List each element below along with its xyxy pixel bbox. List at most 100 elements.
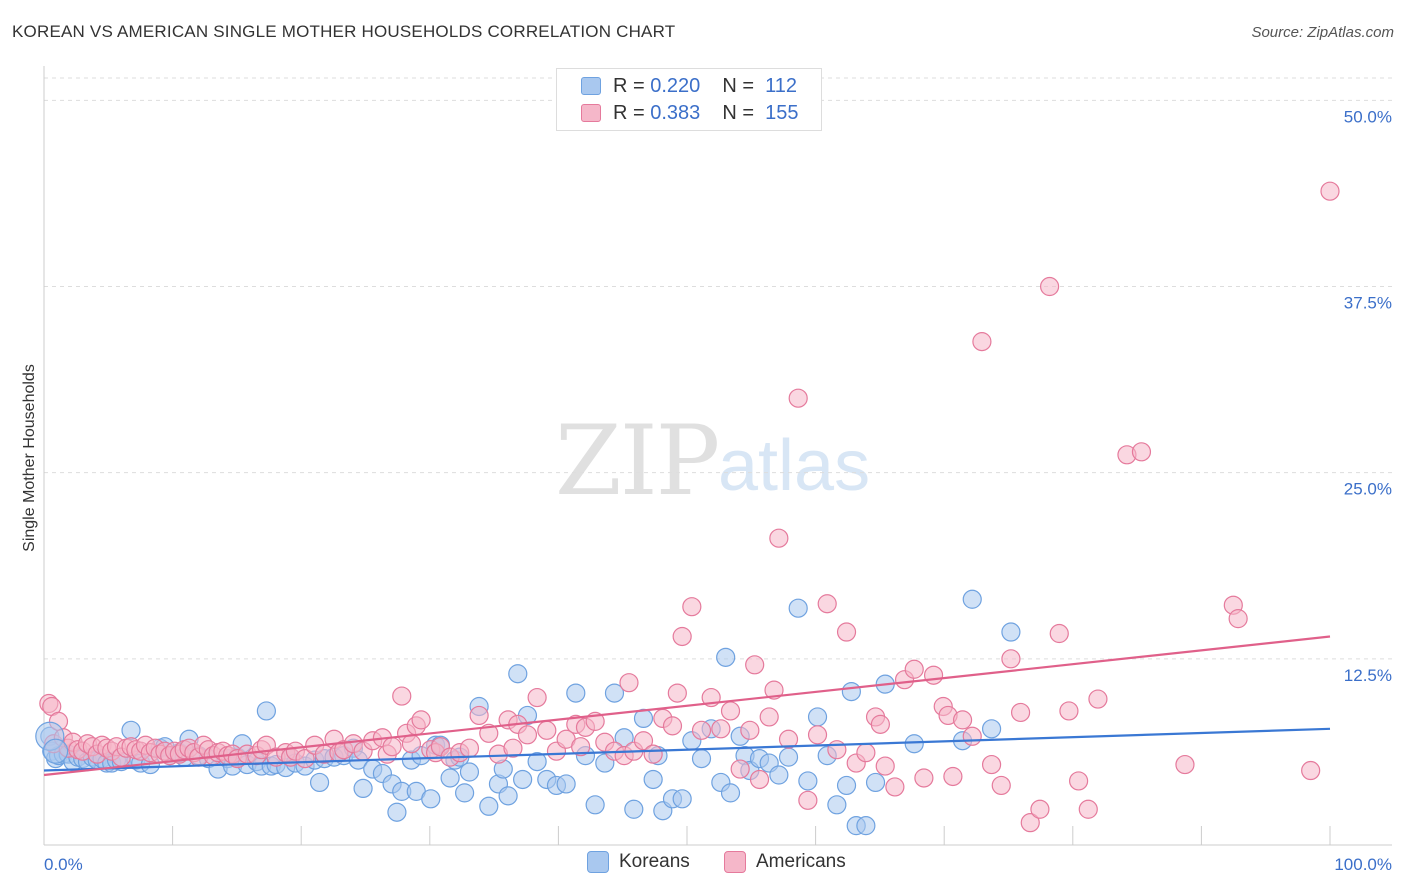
source-credit: Source: ZipAtlas.com xyxy=(1251,24,1394,41)
trendlines-layer xyxy=(43,635,1331,777)
american-point xyxy=(991,775,1011,796)
korean-point xyxy=(440,768,460,788)
american-point xyxy=(972,332,992,352)
american-point xyxy=(1069,771,1089,791)
r-label: R = xyxy=(613,74,645,97)
american-point xyxy=(798,790,818,810)
american-point xyxy=(759,707,779,727)
american-point xyxy=(1039,276,1060,297)
american-point xyxy=(537,720,557,740)
american-point xyxy=(943,766,963,787)
american-point xyxy=(769,528,789,548)
legend-row-americans: R = 0.383 N = 155 xyxy=(581,100,799,126)
american-point xyxy=(619,673,639,693)
legend-item-koreans[interactable]: Koreans xyxy=(587,851,690,873)
korean-point xyxy=(841,681,861,702)
american-point xyxy=(1228,609,1248,629)
american-point xyxy=(392,686,412,706)
american-point xyxy=(836,622,857,642)
korean-point xyxy=(827,795,847,815)
r-value: 0.220 xyxy=(650,74,701,97)
korean-point xyxy=(479,796,499,816)
n-label: N = xyxy=(722,101,754,124)
american-point xyxy=(667,683,687,703)
r-label: R = xyxy=(613,101,645,124)
american-point xyxy=(1301,760,1321,781)
korean-point xyxy=(1001,622,1021,642)
y-tick-label: 12.5% xyxy=(1344,666,1392,685)
korean-point xyxy=(798,771,818,791)
american-point xyxy=(778,729,799,749)
american-point xyxy=(571,737,591,757)
american-point xyxy=(1001,649,1021,669)
american-point xyxy=(1049,623,1069,644)
legend-swatch-koreans xyxy=(581,77,601,95)
chart-title: KOREAN VS AMERICAN SINGLE MOTHER HOUSEHO… xyxy=(12,22,676,41)
korean-point xyxy=(807,707,828,727)
korean-point xyxy=(865,772,886,793)
american-point xyxy=(1020,813,1040,833)
korean-point xyxy=(716,647,736,667)
american-point xyxy=(479,723,499,743)
korean-point xyxy=(672,789,692,809)
watermark-atlas: atlas xyxy=(718,426,871,506)
legend-swatch-americans xyxy=(724,851,746,873)
legend-row-koreans: R = 0.220 N = 112 xyxy=(581,73,797,99)
american-point xyxy=(740,720,760,740)
american-point xyxy=(517,725,538,745)
legend-swatch-americans xyxy=(581,104,601,122)
american-point xyxy=(1131,442,1152,462)
american-point xyxy=(720,701,741,721)
american-point xyxy=(875,756,895,776)
grid-layer xyxy=(44,77,1392,660)
american-point xyxy=(870,714,890,734)
american-point xyxy=(1320,181,1340,201)
y-tick-label: 25.0% xyxy=(1344,480,1392,499)
american-point xyxy=(643,744,663,764)
american-point xyxy=(1088,689,1108,709)
korean-point xyxy=(556,774,576,794)
korean-point xyxy=(387,802,407,822)
korean-point xyxy=(856,816,876,836)
korean-point xyxy=(421,789,441,809)
korean-point xyxy=(513,769,533,790)
american-point xyxy=(885,777,905,797)
n-value: 112 xyxy=(765,74,798,97)
n-value: 155 xyxy=(765,101,799,124)
american-point xyxy=(691,720,712,740)
american-point xyxy=(1059,701,1079,721)
korean-point xyxy=(43,738,69,764)
american-point xyxy=(962,726,982,746)
american-trendline xyxy=(43,635,1331,777)
watermark-zip: ZIP xyxy=(555,405,720,517)
korean-point xyxy=(836,775,857,796)
american-point xyxy=(730,759,750,779)
korean-point xyxy=(121,720,141,740)
american-point xyxy=(904,659,924,679)
korean-point xyxy=(498,786,518,806)
legend-swatch-koreans xyxy=(587,851,609,873)
american-point xyxy=(981,754,1002,775)
x-tick-label: 100.0% xyxy=(1334,855,1392,874)
points-layer xyxy=(35,181,1340,836)
american-point xyxy=(682,597,702,617)
american-point xyxy=(807,725,828,745)
american-point xyxy=(401,734,422,754)
series-legend: Koreans Americans xyxy=(0,851,1406,879)
korean-point xyxy=(691,749,712,769)
american-point xyxy=(827,740,847,760)
american-point xyxy=(1010,702,1031,723)
american-point xyxy=(459,738,480,758)
american-point xyxy=(914,768,934,788)
american-point xyxy=(749,769,770,790)
american-point xyxy=(633,731,654,751)
korean-point xyxy=(981,719,1002,739)
korean-point xyxy=(508,664,528,684)
korean-point xyxy=(527,751,547,772)
korean-point xyxy=(788,598,808,618)
american-point xyxy=(745,655,765,675)
y-tick-label: 50.0% xyxy=(1344,107,1392,126)
american-point xyxy=(1030,799,1050,819)
legend-item-americans[interactable]: Americans xyxy=(724,851,846,873)
